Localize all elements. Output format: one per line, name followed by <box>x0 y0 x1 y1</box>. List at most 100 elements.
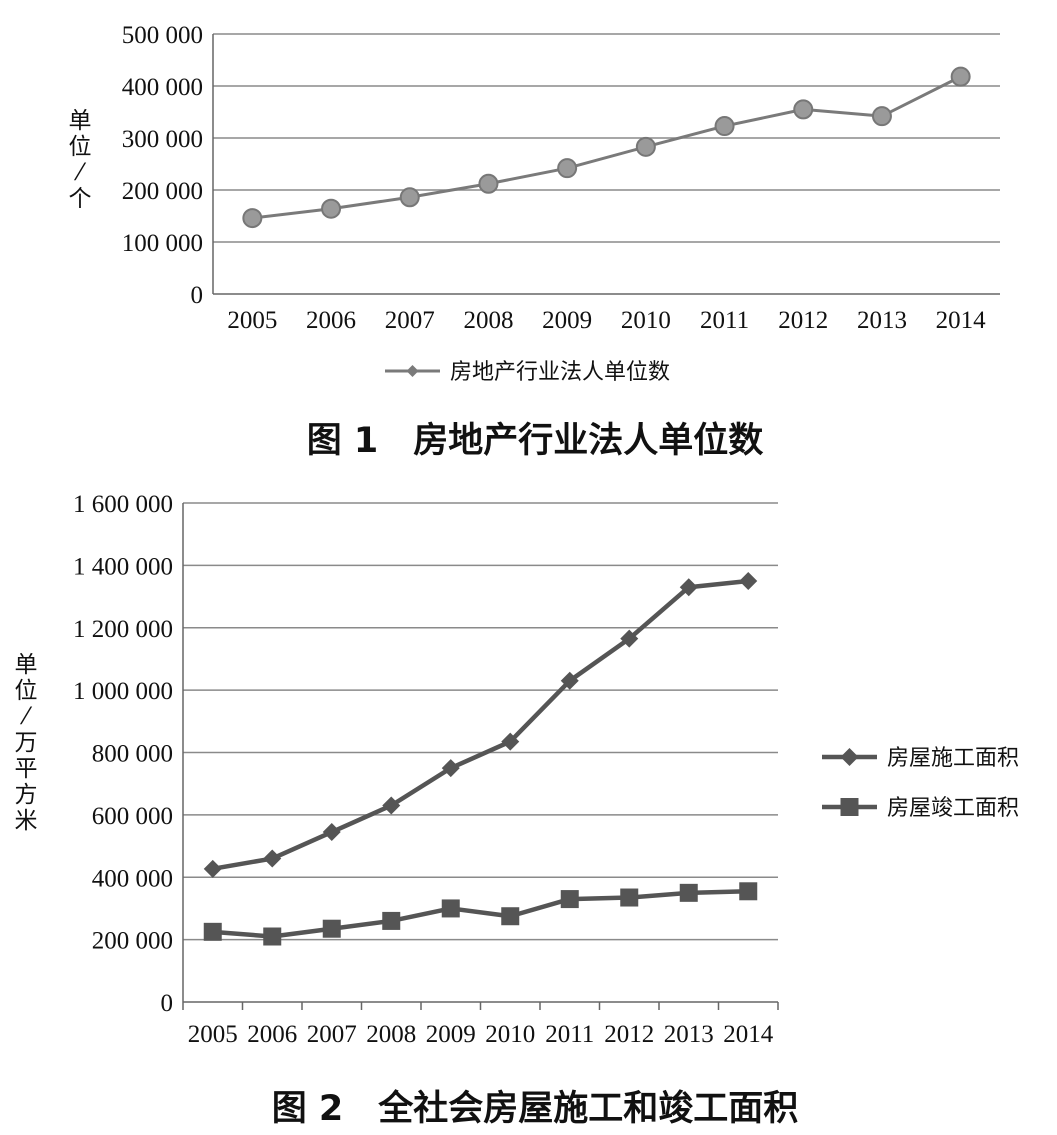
chart-1: 0 100 000 200 000 300 000 400 000 500 000 200… <box>0 0 1057 461</box>
x-tick-label: 2005 <box>227 307 277 334</box>
y-axis-label: 单位⁄万平方米 <box>15 652 38 834</box>
x-tick-label: 2013 <box>664 1021 714 1048</box>
data-point <box>441 899 460 918</box>
data-point <box>679 578 698 597</box>
legend-label: 房屋竣工面积 <box>887 796 1019 821</box>
data-point <box>478 173 499 194</box>
data-point <box>635 136 656 157</box>
data-point <box>501 732 520 751</box>
y-tick-label: 800 000 <box>92 741 173 768</box>
chart-1-legend: 房地产行业法人单位数 <box>385 360 670 385</box>
x-tick-label: 2006 <box>247 1021 297 1048</box>
y-tick-label: 200 000 <box>122 178 203 205</box>
x-tick-label: 2011 <box>700 307 749 334</box>
legend-marker <box>840 798 859 816</box>
data-point <box>441 759 460 778</box>
chart-1-series <box>242 66 971 229</box>
data-point <box>620 888 639 907</box>
data-point <box>399 187 420 208</box>
x-tick-label: 2005 <box>188 1021 238 1048</box>
series-line <box>212 889 749 939</box>
x-tick-label: 2011 <box>545 1021 594 1048</box>
data-point <box>263 849 282 868</box>
chart-2-series <box>203 571 758 946</box>
data-point <box>203 922 222 941</box>
x-tick-label: 2008 <box>463 307 513 334</box>
x-tick-label: 2014 <box>723 1021 774 1048</box>
data-point <box>950 66 971 87</box>
series-line <box>212 578 749 872</box>
legend-item-0: 房地产行业法人单位数 <box>385 360 670 385</box>
legend-label: 房屋施工面积 <box>887 746 1019 771</box>
data-point <box>322 823 341 842</box>
data-point <box>322 919 341 938</box>
y-tick-label: 1 000 000 <box>73 678 173 705</box>
chart-1-caption: 图 1 房地产行业法人单位数 <box>307 421 764 461</box>
x-tick-label: 2007 <box>307 1021 357 1048</box>
y-tick-label: 1 400 000 <box>73 553 173 580</box>
legend-item-0: 房屋施工面积 <box>822 746 1019 771</box>
legend-label: 房地产行业法人单位数 <box>450 360 670 385</box>
data-point <box>871 106 892 127</box>
x-tick-label: 2010 <box>621 307 671 334</box>
chart-1-axes <box>212 34 1000 295</box>
legend-marker <box>406 365 419 377</box>
x-tick-label: 2006 <box>306 307 356 334</box>
legend-marker <box>840 748 859 766</box>
chart-1-y-ticks: 0 100 000 200 000 300 000 400 000 500 000 <box>122 22 203 309</box>
y-tick-label: 500 000 <box>122 22 203 49</box>
x-tick-label: 2009 <box>426 1021 476 1048</box>
x-tick-label: 2007 <box>385 307 435 334</box>
series-0 <box>242 66 971 229</box>
data-point <box>560 890 579 909</box>
x-tick-label: 2012 <box>604 1021 654 1048</box>
chart-2: 0 200 000 400 000 600 000 800 000 1 000 000 1 … <box>15 491 1020 1129</box>
data-point <box>382 911 401 930</box>
x-tick-label: 2010 <box>485 1021 535 1048</box>
chart-2-caption: 图 2 全社会房屋施工和竣工面积 <box>272 1088 799 1129</box>
data-point <box>620 629 639 648</box>
series-1 <box>203 882 758 946</box>
y-tick-label: 600 000 <box>92 803 173 830</box>
chart-1-gridlines <box>213 33 1000 243</box>
y-tick-label: 100 000 <box>122 230 203 257</box>
y-tick-label: 400 000 <box>92 865 173 892</box>
y-tick-label: 1 200 000 <box>73 616 173 643</box>
x-tick-label: 2013 <box>857 307 907 334</box>
y-tick-label: 0 <box>161 990 174 1017</box>
y-tick-label: 400 000 <box>122 74 203 101</box>
data-point <box>382 796 401 815</box>
data-point <box>679 883 698 902</box>
data-point <box>321 198 342 219</box>
data-point <box>242 208 263 229</box>
x-tick-label: 2009 <box>542 307 592 334</box>
series-0 <box>203 571 758 878</box>
series-line <box>252 75 962 220</box>
legend-item-1: 房屋竣工面积 <box>822 796 1019 821</box>
y-tick-label: 200 000 <box>92 928 173 955</box>
data-point <box>714 116 735 137</box>
chart-2-y-axis-label: 单位⁄万平方米 <box>15 652 38 834</box>
data-point <box>739 882 758 901</box>
data-point <box>203 859 222 878</box>
chart-1-background <box>0 0 1057 395</box>
y-tick-label: 300 000 <box>122 126 203 153</box>
data-point <box>793 99 814 120</box>
y-tick-label: 0 <box>191 282 204 309</box>
chart-2-x-ticks: 2005 2006 2007 2008 2009 2010 2011 2012 2013 2014 <box>188 1021 774 1048</box>
data-point <box>557 158 578 179</box>
data-point <box>501 907 520 926</box>
x-tick-label: 2014 <box>936 307 987 334</box>
x-tick-label: 2012 <box>778 307 828 334</box>
chart-2-axes <box>182 503 779 1010</box>
data-point <box>560 671 579 690</box>
chart-2-y-ticks: 0 200 000 400 000 600 000 800 000 1 000 000 1 … <box>73 491 173 1017</box>
x-tick-label: 2008 <box>366 1021 416 1048</box>
data-point <box>739 571 758 590</box>
chart-1-x-ticks: 2005 2006 2007 2008 2009 2010 2011 2012 2013 2014 <box>227 307 986 334</box>
chart-2-gridlines <box>183 502 778 941</box>
data-point <box>263 927 282 946</box>
